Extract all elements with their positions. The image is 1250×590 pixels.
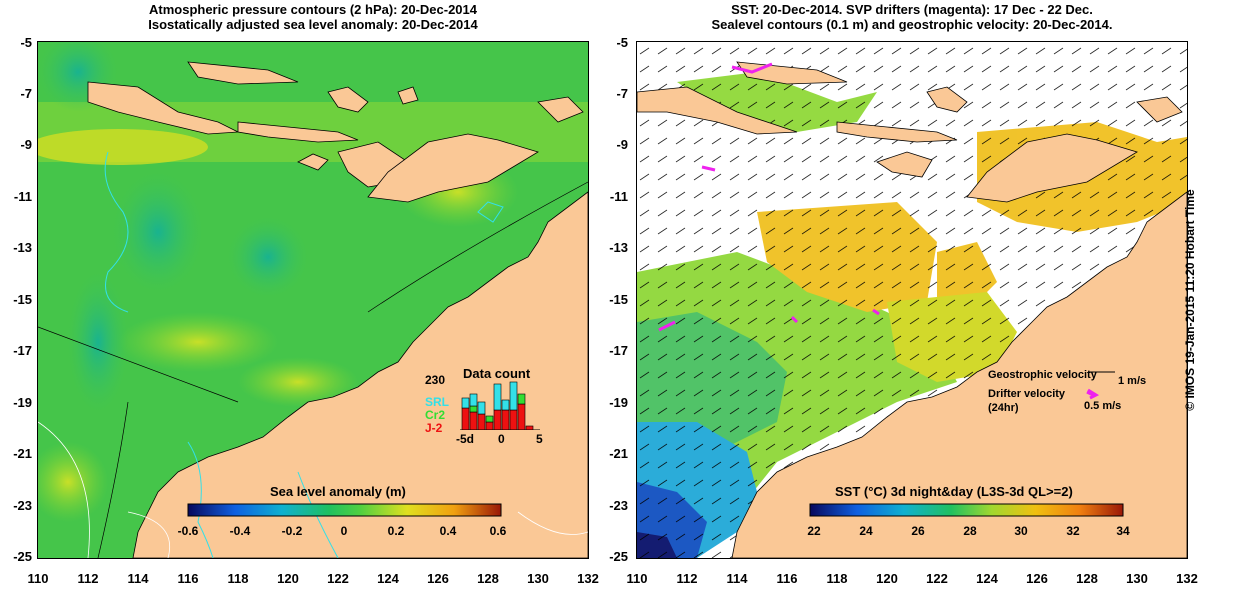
sla-tick: -0.6 — [177, 524, 199, 538]
right-title-line2: Sealevel contours (0.1 m) and geostrophi… — [711, 17, 1113, 32]
x-tick: 110 — [626, 571, 648, 586]
sla-tick: -0.4 — [229, 524, 251, 538]
sla-colorbar-label: Sea level anomaly (m) — [270, 484, 406, 499]
x-tick: 116 — [177, 571, 199, 586]
sst-tick: 24 — [859, 524, 873, 538]
drifter-legend-arrow — [1087, 388, 1100, 400]
data-count-title: Data count — [463, 366, 531, 381]
x-tick: 118 — [826, 571, 848, 586]
x-tick: 126 — [427, 571, 449, 586]
sla-tick: -0.2 — [281, 524, 303, 538]
sst-map — [636, 42, 1188, 559]
sst-tick: 26 — [911, 524, 925, 538]
data-count-x-end: 5 — [536, 432, 543, 446]
sla-tick: 0.2 — [387, 524, 405, 538]
x-tick: 122 — [926, 571, 948, 586]
sst-colorbar-label: SST (°C) 3d night&day (L3S-3d QL>=2) — [835, 484, 1073, 499]
y-tick: -5 — [20, 35, 32, 50]
y-tick: -17 — [13, 343, 32, 358]
x-tick: 126 — [1026, 571, 1048, 586]
x-tick: 114 — [726, 571, 748, 586]
x-tick: 128 — [477, 571, 499, 586]
sst-tick: 32 — [1066, 524, 1080, 538]
y-tick: -13 — [13, 240, 32, 255]
y-tick: -19 — [13, 395, 32, 410]
x-tick: 130 — [1126, 571, 1148, 586]
x-tick: 120 — [876, 571, 898, 586]
left-map-frame — [37, 41, 589, 559]
y-tick: -7 — [20, 86, 32, 101]
sla-map-graphic — [28, 32, 589, 559]
y-tick: -19 — [609, 395, 628, 410]
y-tick: -5 — [616, 35, 628, 50]
geostrophic-velocity-value: 1 m/s — [1118, 375, 1147, 387]
data-count-x-start: -5d — [456, 432, 474, 446]
drifter-velocity-value: 0.5 m/s — [1084, 400, 1122, 412]
x-tick: 112 — [77, 571, 99, 586]
x-tick: 130 — [527, 571, 549, 586]
y-tick: -21 — [13, 446, 32, 461]
x-tick: 118 — [227, 571, 249, 586]
y-tick: -15 — [609, 292, 628, 307]
x-tick: 132 — [577, 571, 599, 586]
x-tick: 122 — [327, 571, 349, 586]
y-tick: -21 — [609, 446, 628, 461]
drifter-velocity-sub: (24hr) — [988, 402, 1019, 414]
data-count-x-mid: 0 — [498, 432, 505, 446]
right-map-frame — [636, 41, 1188, 559]
x-tick: 128 — [1076, 571, 1098, 586]
y-tick: -15 — [13, 292, 32, 307]
x-tick: 116 — [776, 571, 798, 586]
sla-tick: 0 — [340, 524, 348, 538]
x-tick: 110 — [27, 571, 49, 586]
sst-tick: 30 — [1014, 524, 1028, 538]
y-tick: -23 — [609, 498, 628, 513]
data-count-legend-srl: SRL — [425, 395, 449, 409]
y-tick: -13 — [609, 240, 628, 255]
y-tick: -9 — [20, 137, 32, 152]
sst-tick: 28 — [963, 524, 977, 538]
right-title-line1: SST: 20-Dec-2014. SVP drifters (magenta)… — [731, 2, 1093, 17]
data-count-legend-j2: J-2 — [425, 421, 443, 435]
data-count-bars — [460, 381, 540, 430]
y-tick: -23 — [13, 498, 32, 513]
left-title-line1: Atmospheric pressure contours (2 hPa): 2… — [149, 2, 477, 17]
y-tick: -17 — [609, 343, 628, 358]
left-title-line2: Isostatically adjusted sea level anomaly… — [148, 17, 478, 32]
data-count-legend-cr2: Cr2 — [425, 408, 446, 422]
sst-tick: 34 — [1116, 524, 1130, 538]
y-tick: -11 — [13, 189, 32, 204]
y-tick: -25 — [609, 549, 628, 564]
sst-tick: 22 — [807, 524, 821, 538]
x-tick: 124 — [976, 571, 998, 586]
data-count-max: 230 — [425, 373, 446, 387]
x-tick: 124 — [377, 571, 399, 586]
sla-tick: 0.4 — [439, 524, 457, 538]
y-tick: -11 — [609, 189, 628, 204]
sst-map-graphic — [636, 42, 1188, 559]
geostrophic-velocity-label: Geostrophic velocity — [988, 369, 1097, 381]
x-tick: 114 — [127, 571, 149, 586]
drifter-velocity-label: Drifter velocity — [988, 388, 1066, 400]
y-tick: -25 — [13, 549, 32, 564]
x-tick: 112 — [676, 571, 698, 586]
imos-credit: © IMOS 19-Jan-2015 11:20 Hobart Time — [1183, 189, 1197, 411]
x-tick: 132 — [1176, 571, 1198, 586]
y-tick: -9 — [616, 137, 628, 152]
x-tick: 120 — [277, 571, 299, 586]
sla-tick: 0.6 — [489, 524, 507, 538]
sea-level-anomaly-map — [28, 32, 589, 559]
y-tick: -7 — [616, 86, 628, 101]
